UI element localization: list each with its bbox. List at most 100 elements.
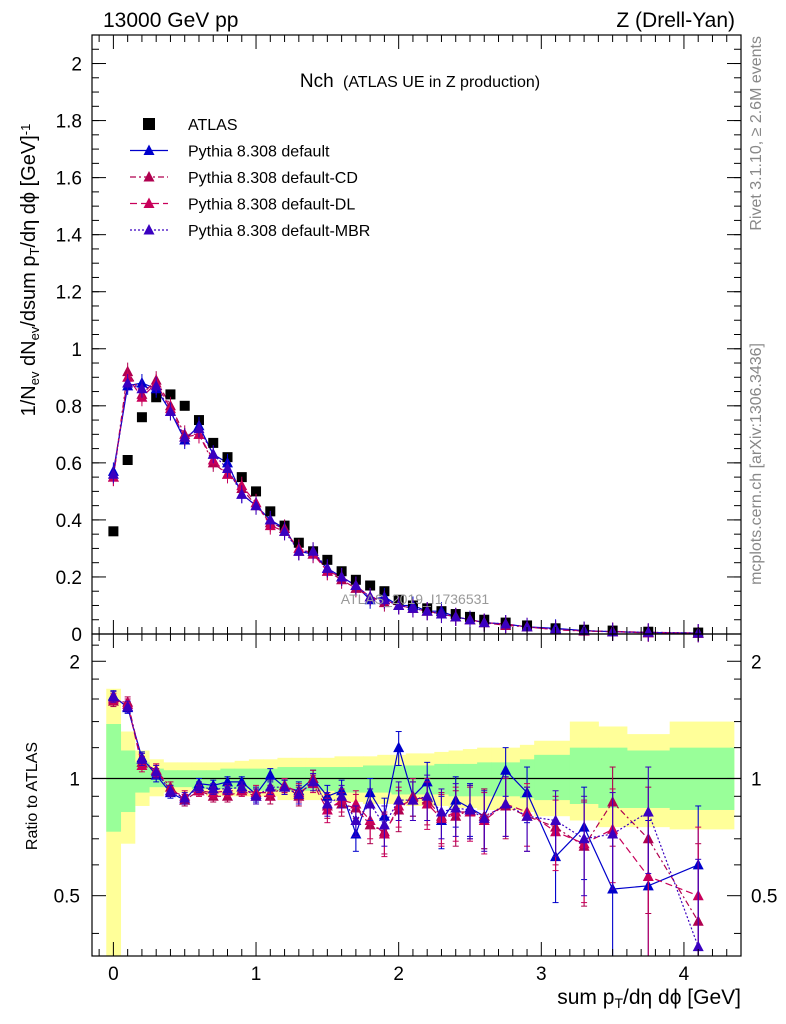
legend: ATLAS Pythia 8.308 default Pythia 8.308 de…	[130, 117, 370, 240]
ratio-data-point	[236, 781, 248, 792]
legend-entry-label: Pythia 8.308 default-CD	[188, 170, 358, 187]
main-line-2	[112, 369, 699, 634]
legend-triangle-marker	[143, 224, 155, 235]
svg-text:Nch (ATLAS UE in Z pro: Nch (ATLAS UE in Z production)	[300, 71, 540, 92]
ratio-ytick-label-right: 2	[751, 652, 762, 673]
y-label-part: /dη dϕ [GeV]	[18, 135, 40, 247]
ratio-data-point	[179, 792, 191, 803]
x-tick-label: 1	[251, 964, 262, 985]
legend-entry-label: Pythia 8.308 default-MBR	[188, 223, 370, 240]
mc-data-point	[307, 545, 319, 556]
mc-data-point	[250, 499, 262, 511]
ratio-data-point	[642, 806, 654, 817]
main-ytick-label: 0.4	[56, 511, 83, 532]
ratio-data-point	[164, 784, 176, 796]
ratio-data-point	[207, 782, 219, 794]
ratio-data-point	[500, 764, 512, 775]
legend-entry-label: Pythia 8.308 default	[188, 144, 330, 161]
mc-data-point	[450, 610, 462, 622]
ratio-band-inner	[248, 768, 264, 791]
x-axis-label: sum pT/dη dϕ [GeV]	[557, 986, 741, 1011]
mc-data-point	[122, 376, 134, 388]
main-ytick-label: 1.8	[56, 112, 82, 133]
mc-data-point	[521, 620, 533, 632]
header-left-label: 13000 GeV pp	[103, 9, 238, 32]
x-axis-label-text: sum pT/dη dϕ [GeV]	[557, 986, 741, 1011]
main-ytick-label: 0.2	[56, 568, 82, 589]
ratio-panel: 0.5 0.5 1 1 2 2 0 1 2 3 4 Ratio to ATLAS sum pT/dη…	[24, 633, 777, 1011]
ratio-data-point	[250, 790, 262, 801]
ratio-band-inner	[120, 750, 136, 813]
y-label-part: T	[27, 248, 42, 256]
mc-data-point	[136, 382, 148, 394]
x-tick-label: 2	[393, 964, 404, 985]
ratio-data-point	[378, 818, 390, 830]
ratio-data-point	[321, 797, 333, 809]
ratio-band-inner	[477, 762, 492, 797]
main-ytick-label: 2	[71, 55, 82, 76]
ratio-ytick-label: 0.5	[54, 887, 80, 908]
y-label-part: -1	[18, 124, 33, 136]
main-ytick-label: 1.6	[56, 169, 82, 190]
ratio-data-point	[464, 803, 476, 815]
main-ytick-label: 0	[71, 625, 82, 646]
atlas-data-point	[365, 580, 376, 591]
x-label-part: T	[614, 995, 623, 1011]
legend-atlas-marker	[143, 118, 155, 130]
y-label-part: dN	[18, 340, 40, 371]
main-panel: 0 0.2 0.4 0.6 0.8 1 1.2 1.4 1.6 1.8 2 ATLAS_2019_I…	[18, 34, 742, 646]
mc-data-point	[193, 422, 205, 434]
ratio-data-point	[364, 797, 376, 809]
main-title-text: Nch	[300, 71, 334, 92]
ratio-band-inner	[462, 763, 478, 797]
ratio-band-inner	[391, 765, 407, 795]
ratio-y-axis-label: Ratio to ATLAS	[24, 742, 41, 850]
mc-data-point	[478, 616, 490, 628]
x-tick-label: 4	[679, 964, 690, 985]
ratio-data-point	[407, 794, 419, 805]
legend-triangle-marker	[143, 197, 155, 208]
ratio-band-inner	[106, 724, 122, 832]
ratio-data-point	[478, 812, 490, 823]
x-label-part: sum p	[557, 986, 614, 1009]
ratio-data-point	[264, 781, 276, 792]
analysis-watermark: ATLAS_2019_I1736531	[341, 591, 490, 607]
main-title: Nch (ATLAS UE in Z production)	[300, 71, 540, 92]
ratio-data-point	[136, 753, 148, 764]
mc-data-point	[321, 562, 333, 573]
main-ytick-label: 0.8	[56, 397, 82, 418]
ratio-data-point	[450, 801, 462, 813]
mc-data-point	[393, 599, 405, 610]
mc-data-point	[179, 431, 191, 442]
ratio-data-point	[421, 790, 433, 801]
ratio-data-point	[578, 832, 590, 844]
mc-data-point	[264, 513, 276, 525]
main-line-4	[112, 382, 699, 634]
ratio-data-point	[107, 690, 119, 702]
ratio-line-2	[113, 698, 699, 897]
mc-data-point	[279, 525, 291, 536]
atlas-data-point	[122, 455, 133, 466]
ratio-ytick-label: 1	[69, 769, 80, 790]
ratio-data-point	[642, 870, 654, 882]
ratio-data-point	[122, 700, 134, 712]
main-line-3	[112, 375, 699, 634]
ratio-data-point	[393, 794, 405, 805]
main-subtitle-text: (ATLAS UE in Z production)	[343, 74, 540, 91]
atlas-data-point	[136, 412, 147, 423]
main-ytick-label: 1.4	[56, 226, 83, 247]
mc-data-point	[364, 590, 376, 602]
ratio-ytick-label-right: 1	[751, 769, 762, 790]
atlas-data-point	[165, 389, 176, 400]
ratio-line-0	[113, 695, 699, 890]
legend-triangle-marker	[143, 144, 155, 155]
ratio-data-point	[193, 781, 205, 792]
main-ytick-label: 1	[71, 340, 82, 361]
legend-entry-label: Pythia 8.308 default-DL	[188, 197, 355, 214]
legend-entry-label: ATLAS	[188, 117, 238, 134]
mc-data-point	[150, 379, 162, 391]
atlas-data-point	[251, 486, 262, 497]
ratio-line-1	[113, 700, 699, 922]
ratio-data-point	[393, 741, 405, 753]
